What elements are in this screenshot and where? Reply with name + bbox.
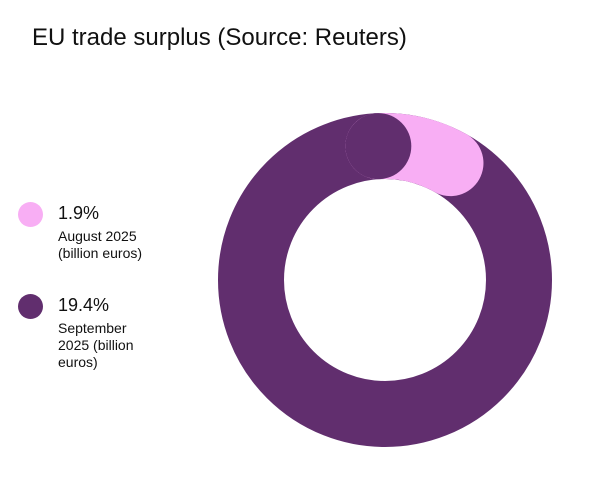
- slice-september-cap: [345, 113, 412, 180]
- legend: 1.9% August 2025 (billion euros) 19.4% S…: [18, 198, 208, 371]
- chart-title: EU trade surplus (Source: Reuters): [32, 24, 407, 51]
- legend-label-august: August 2025 (billion euros): [58, 228, 143, 261]
- legend-value-august: 1.9%: [58, 203, 100, 223]
- legend-value-september: 19.4%: [58, 295, 110, 315]
- legend-swatch-september: [18, 294, 43, 319]
- legend-swatch-august: [18, 202, 43, 227]
- legend-item-august: 1.9% August 2025 (billion euros): [18, 198, 208, 262]
- donut-chart: [218, 113, 552, 447]
- legend-item-september: 19.4% September 2025 (billion euros): [18, 290, 208, 371]
- legend-label-september: September 2025 (billion euros): [58, 320, 134, 370]
- slice-september: [218, 113, 552, 447]
